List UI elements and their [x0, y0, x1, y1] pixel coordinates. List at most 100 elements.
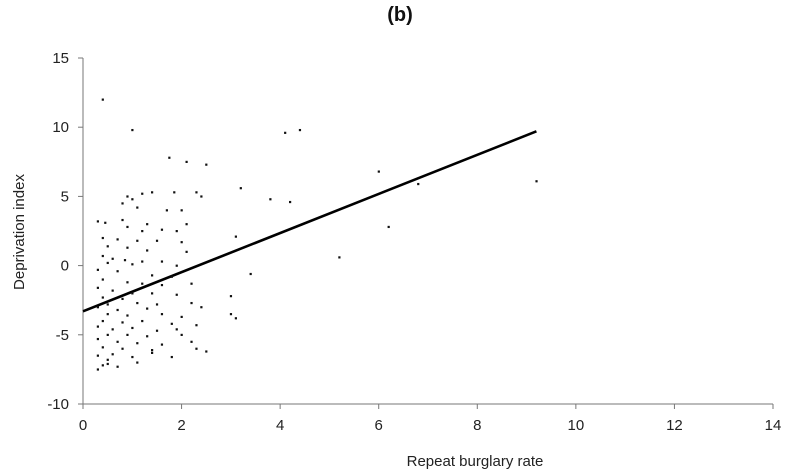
data-point [126, 246, 129, 249]
data-point [101, 278, 104, 281]
data-point [111, 353, 114, 356]
data-point [165, 209, 168, 212]
data-point [185, 223, 188, 226]
data-point [116, 238, 119, 241]
y-tick-label: 5 [61, 188, 69, 205]
data-point [101, 236, 104, 240]
data-point [229, 295, 233, 298]
data-point [170, 322, 173, 325]
data-point [141, 319, 144, 323]
data-point [121, 202, 124, 205]
chart-title: (b) [387, 4, 413, 26]
data-point [116, 340, 119, 343]
data-point [155, 303, 159, 306]
data-point [141, 260, 144, 263]
data-point [123, 259, 127, 262]
data-point [106, 358, 109, 361]
tick-labels: 0 2 4 6 8 10 12 14 -10 -5 0 5 10 15 [47, 50, 781, 434]
data-point [131, 198, 134, 201]
data-point [106, 261, 109, 265]
data-point [200, 195, 203, 198]
data-point [151, 349, 154, 352]
data-point [111, 289, 114, 292]
data-point [190, 282, 193, 285]
data-point [190, 340, 193, 343]
data-point [131, 355, 134, 359]
data-point [175, 328, 178, 331]
data-points [96, 98, 538, 371]
data-point [146, 335, 149, 338]
data-point [111, 328, 114, 331]
x-tick-label: 14 [765, 417, 782, 434]
data-point [121, 218, 124, 222]
data-point [106, 303, 109, 306]
axes [78, 57, 774, 409]
data-point [126, 314, 129, 317]
data-point [141, 282, 144, 285]
data-point [106, 245, 109, 248]
data-point [126, 333, 129, 336]
data-point [195, 324, 198, 327]
data-point [338, 256, 341, 259]
data-point [96, 306, 99, 309]
data-point [136, 361, 139, 364]
data-point [106, 313, 109, 316]
data-point [155, 329, 159, 332]
data-point [96, 337, 99, 341]
data-point [126, 195, 129, 198]
data-point [417, 182, 420, 186]
data-point [284, 131, 287, 134]
data-point [155, 239, 159, 242]
data-point [160, 260, 164, 263]
data-point [136, 239, 139, 242]
data-point [146, 307, 149, 310]
data-point [141, 230, 144, 233]
data-point [170, 355, 173, 359]
data-point [249, 272, 252, 276]
data-point [180, 209, 183, 212]
x-tick-label: 6 [375, 417, 383, 434]
data-point [387, 225, 390, 229]
data-point [168, 156, 171, 159]
data-point [160, 343, 164, 346]
data-point [180, 315, 183, 319]
data-point [96, 325, 99, 328]
data-point [269, 198, 272, 201]
data-point [205, 163, 208, 166]
data-point [96, 354, 99, 357]
data-point [106, 362, 109, 366]
data-point [136, 301, 139, 305]
data-point [205, 350, 208, 353]
data-point [151, 351, 154, 354]
data-point [535, 180, 538, 183]
trendline-group [82, 130, 537, 313]
data-point [200, 306, 203, 309]
data-point [101, 296, 104, 299]
data-point [111, 257, 114, 260]
data-point [151, 292, 154, 295]
trendline [82, 130, 537, 313]
data-point [170, 275, 173, 278]
x-tick-label: 4 [276, 417, 284, 434]
data-point [126, 225, 129, 229]
data-point [234, 235, 237, 238]
x-axis-title: Repeat burglary rate [407, 453, 544, 470]
x-tick-label: 2 [177, 417, 185, 434]
data-point [190, 301, 193, 305]
data-point [239, 187, 242, 190]
data-point [101, 346, 104, 349]
data-point [121, 321, 124, 324]
x-tick-label: 10 [568, 417, 585, 434]
data-point [141, 192, 144, 195]
data-point [160, 283, 164, 287]
data-point [101, 319, 104, 323]
data-point [106, 333, 109, 336]
data-point [131, 263, 134, 266]
data-point [96, 220, 99, 223]
data-point [180, 241, 183, 244]
data-point [116, 308, 119, 312]
data-point [195, 347, 198, 350]
data-point [146, 249, 149, 252]
data-point [175, 293, 178, 296]
